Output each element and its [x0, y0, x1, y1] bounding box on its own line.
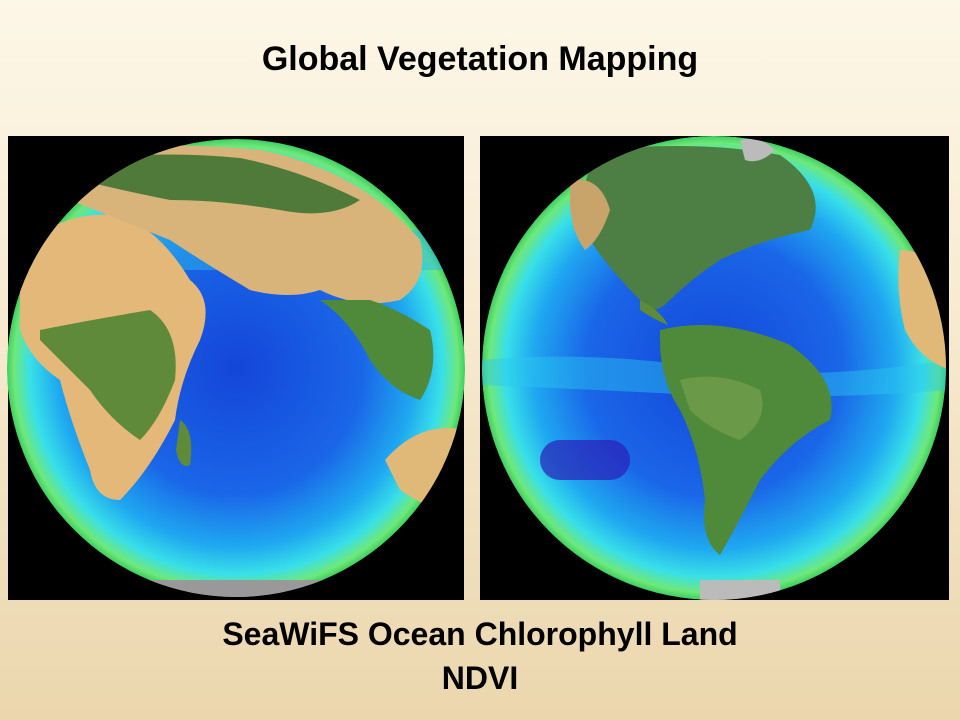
caption-line: NDVI: [441, 660, 519, 696]
caption-line: SeaWiFS Ocean Chlorophyll Land: [222, 616, 738, 652]
slide-title: Global Vegetation Mapping: [261, 40, 699, 78]
caption: SeaWiFS Ocean Chlorophyll Land NDVI: [0, 612, 960, 700]
globe-east: [7, 139, 465, 597]
globe-west: [482, 136, 946, 600]
